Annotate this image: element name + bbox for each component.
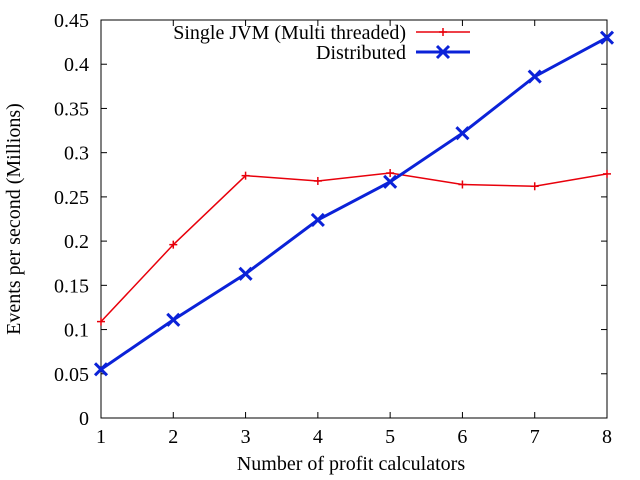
y-tick-label: 0.35 xyxy=(54,98,89,120)
series-line-1 xyxy=(100,172,608,323)
data-point xyxy=(313,176,322,185)
series-line-2 xyxy=(100,36,608,371)
y-tick-label: 0.05 xyxy=(54,364,89,386)
y-tick-label: 0 xyxy=(79,408,89,430)
legend: Single JVM (Multi threaded)Distributed xyxy=(173,22,470,64)
data-point xyxy=(527,69,542,84)
data-point xyxy=(238,266,253,281)
data-point xyxy=(458,180,467,189)
x-axis-label: Number of profit calculators xyxy=(237,453,465,475)
legend-marker xyxy=(439,28,447,36)
x-tick-label: 4 xyxy=(313,426,323,448)
legend-label: Single JVM (Multi threaded) xyxy=(173,22,406,44)
x-tick-label: 3 xyxy=(241,426,251,448)
data-point xyxy=(166,312,181,327)
data-point xyxy=(599,30,615,45)
x-tick-label: 1 xyxy=(96,426,106,448)
legend-marker xyxy=(435,44,451,60)
data-point xyxy=(455,126,470,141)
y-tick-label: 0.25 xyxy=(54,187,89,209)
x-tick-label: 8 xyxy=(602,426,612,448)
data-point xyxy=(383,174,398,189)
data-point xyxy=(310,212,325,227)
data-point xyxy=(241,171,250,180)
y-tick-label: 0.45 xyxy=(54,10,89,32)
y-axis-label: Events per second (Millions) xyxy=(3,103,25,335)
data-point xyxy=(530,182,539,191)
y-tick-label: 0.4 xyxy=(64,54,89,76)
data-point xyxy=(603,169,611,178)
data-point xyxy=(169,240,178,249)
plot-frame xyxy=(100,19,608,419)
data-point xyxy=(97,317,105,326)
y-tick-label: 0.15 xyxy=(54,275,89,297)
x-axis-ticks: 1 2 3 4 5 6 7 8 xyxy=(96,20,612,448)
data-point xyxy=(386,169,395,178)
y-tick-label: 0.1 xyxy=(64,320,89,342)
x-tick-label: 5 xyxy=(385,426,395,448)
y-axis-ticks: 0 0.05 0.1 0.15 0.2 0.25 0.3 0.35 0.4 0.45 xyxy=(54,10,607,430)
y-tick-label: 0.3 xyxy=(64,143,89,165)
series-layer xyxy=(93,30,615,377)
legend-label: Distributed xyxy=(316,42,406,64)
x-tick-label: 6 xyxy=(457,426,467,448)
data-point xyxy=(93,362,109,377)
y-tick-label: 0.2 xyxy=(64,231,89,253)
x-tick-label: 7 xyxy=(530,426,540,448)
x-tick-label: 2 xyxy=(168,426,178,448)
